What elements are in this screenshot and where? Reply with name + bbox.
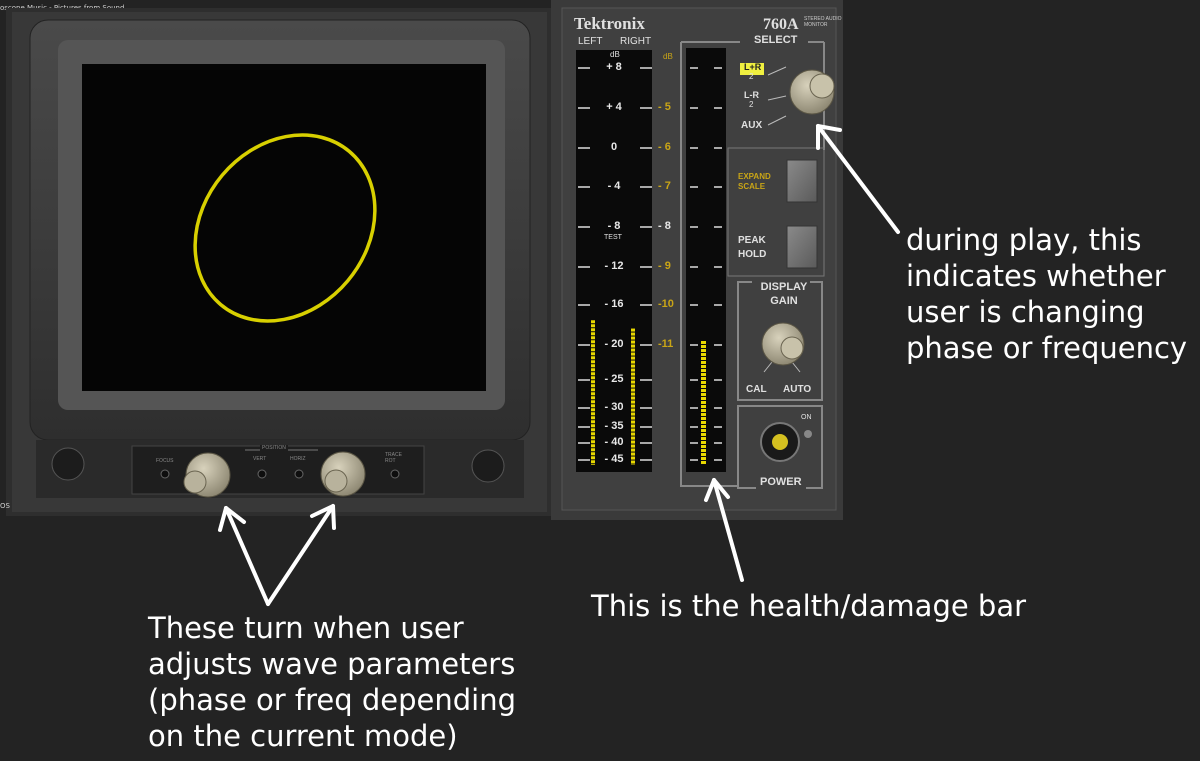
focus-adjust[interactable] — [160, 469, 170, 479]
trace-rot-label: TRACE ROT — [385, 452, 402, 464]
left-scale-label: + 4 — [606, 101, 622, 113]
stereo-audio-monitor — [6, 0, 843, 520]
left-scale-unit: dB — [610, 50, 620, 59]
channel-left-label: LEFT — [578, 36, 603, 47]
right-scale-label: - 9 — [658, 260, 671, 272]
knobs-note: These turn when user adjusts wave parame… — [148, 611, 517, 753]
select-active-highlight — [740, 63, 764, 75]
right-scale-label: - 5 — [658, 101, 671, 113]
knob-arrow-right-shaft — [266, 504, 335, 606]
left-scale-label: - 25 — [604, 373, 624, 385]
select-lr-sum[interactable]: L+R — [744, 62, 762, 72]
left-scale-label: - 40 — [604, 436, 624, 448]
left-scale-label: + 8 — [606, 61, 622, 73]
horiz-position-adjust[interactable] — [294, 469, 304, 479]
display-gain-knob[interactable] — [761, 322, 805, 366]
select-title: SELECT — [750, 34, 802, 46]
position-label: POSITION — [260, 445, 288, 451]
stereo-meter-window — [576, 50, 652, 472]
expand-scale-button[interactable] — [786, 159, 818, 203]
power-label: POWER — [760, 476, 802, 488]
bezel-screw-left — [51, 447, 85, 481]
left-scale-label: - 30 — [604, 401, 624, 413]
right-scale-label: - 8 — [658, 220, 671, 232]
channel-right-label: RIGHT — [620, 36, 652, 47]
brand-logo: Tektronix — [574, 14, 645, 33]
expand-scale-label: EXPAND SCALE — [738, 172, 771, 191]
peak-hold-label: PEAK HOLD — [738, 235, 767, 260]
level-meter-bars — [591, 319, 706, 465]
peak-hold-button[interactable] — [786, 225, 818, 269]
vert-position-adjust[interactable] — [257, 469, 267, 479]
select-knob[interactable] — [789, 69, 835, 115]
crt-screen — [82, 64, 486, 391]
knob-arrow-left-head — [218, 506, 246, 532]
right-scale-unit: dB — [663, 52, 673, 61]
select-lr-diff[interactable]: L-R — [744, 90, 759, 100]
model-number: 760A — [763, 16, 799, 33]
select-arrow-shaft — [816, 124, 900, 234]
select-arrow-head — [816, 124, 842, 150]
left-scale-label: - 20 — [604, 338, 624, 350]
left-scale-label: - 16 — [604, 298, 624, 310]
trace-rot-adjust[interactable] — [390, 469, 400, 479]
left-scale-label: - 8 — [607, 220, 621, 232]
lissajous-trace — [193, 133, 377, 323]
corner-label: OS — [0, 502, 10, 510]
horiz-label: HORIZ — [290, 456, 306, 462]
power-on-label: ON — [801, 414, 812, 421]
select-aux[interactable]: AUX — [741, 120, 763, 131]
right-scale-label: - 7 — [658, 180, 671, 192]
health-note: This is the health/damage bar — [591, 589, 1027, 623]
level-bar — [591, 319, 595, 465]
level-bar — [701, 340, 706, 465]
gain-auto-label: AUTO — [783, 384, 812, 395]
select-note: during play, this indicates whether user… — [906, 223, 1188, 365]
gain-cal-label: CAL — [746, 384, 767, 395]
test-label: TEST — [604, 234, 622, 241]
vert-label: VERT — [253, 456, 267, 462]
health-arrow-head — [704, 478, 730, 502]
focus-label: FOCUS — [156, 458, 174, 464]
health-arrow-shaft — [712, 478, 744, 582]
display-gain-label: DISPLAY GAIN — [760, 281, 808, 307]
left-scale-label: - 35 — [604, 420, 624, 432]
knob-arrow-left-shaft — [224, 506, 270, 606]
power-on-led — [804, 430, 812, 438]
wave-param-knob-right[interactable] — [320, 451, 366, 497]
bezel-screw-right — [471, 449, 505, 483]
left-scale-label: - 4 — [607, 180, 621, 192]
right-scale-label: - 6 — [658, 141, 671, 153]
right-scale-label: -10 — [658, 298, 674, 310]
left-scale-label: - 45 — [604, 453, 624, 465]
model-subtitle: STEREO AUDIO MONITOR — [804, 16, 842, 28]
left-scale-label: 0 — [610, 141, 618, 153]
wave-param-knob-left[interactable] — [183, 452, 231, 498]
right-scale-label: -11 — [658, 338, 674, 350]
knob-arrow-right-head — [310, 504, 336, 530]
left-scale-label: - 12 — [604, 260, 624, 272]
